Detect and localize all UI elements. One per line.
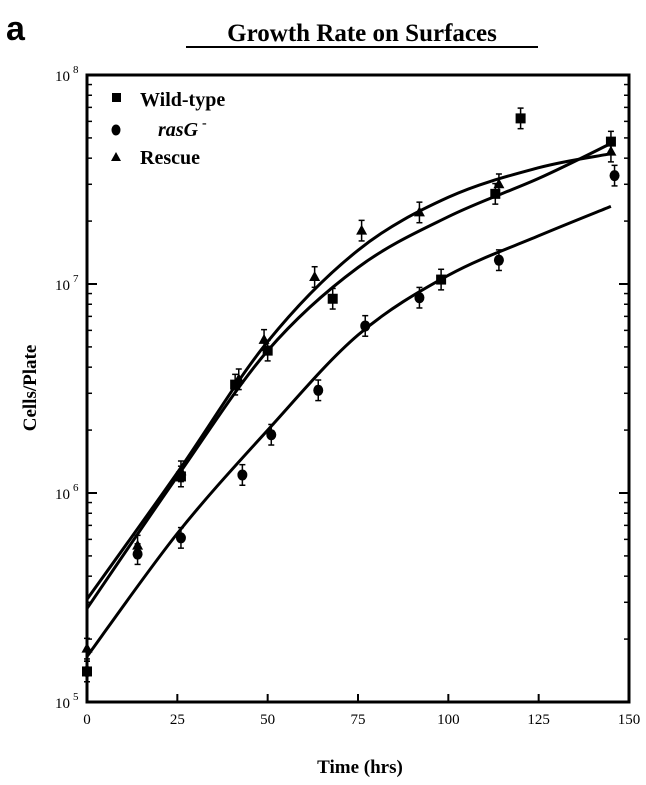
data-point-triangle bbox=[309, 271, 321, 282]
legend-marker-wild-type bbox=[112, 93, 121, 102]
x-tick-label: 50 bbox=[260, 712, 275, 728]
legend-label-wild-type: Wild-type bbox=[140, 89, 225, 111]
data-point-triangle bbox=[175, 465, 187, 476]
y-axis-label: Cells/Plate bbox=[20, 345, 41, 432]
fit-curves bbox=[85, 142, 612, 658]
data-point-square bbox=[490, 188, 501, 199]
data-point-square bbox=[230, 379, 241, 390]
legend-label-rescue: Rescue bbox=[140, 147, 200, 169]
data-point-square bbox=[436, 274, 447, 285]
x-tick-label: 150 bbox=[618, 712, 641, 728]
x-tick-label: 75 bbox=[351, 712, 366, 728]
data-point-triangle bbox=[493, 178, 505, 189]
y-tick-label: 10 bbox=[55, 278, 70, 294]
x-tick-label: 100 bbox=[437, 712, 460, 728]
chart-title: Growth Rate on Surfaces bbox=[227, 20, 497, 47]
legend-label-rasg-superscript: - bbox=[202, 116, 207, 131]
data-point-triangle bbox=[356, 224, 368, 235]
data-point-square bbox=[262, 345, 273, 356]
data-point-triangle bbox=[413, 206, 425, 217]
legend-label-rasg-name: rasG bbox=[158, 119, 199, 141]
x-tick-label: 0 bbox=[83, 712, 91, 728]
y-tick-label: 10 bbox=[55, 487, 70, 503]
legend: Wild-type rasG - Rescue bbox=[111, 89, 225, 169]
data-point-square bbox=[515, 113, 526, 124]
y-tick-exponent: 6 bbox=[73, 482, 79, 494]
data-point-circle bbox=[609, 170, 620, 182]
x-tick-label: 25 bbox=[170, 712, 185, 728]
y-tick-label: 10 bbox=[55, 696, 70, 712]
x-axis-label: Time (hrs) bbox=[317, 757, 403, 778]
panel-label: a bbox=[6, 10, 26, 48]
data-point-triangle bbox=[132, 539, 144, 550]
data-point-circle bbox=[237, 469, 248, 481]
data-point-circle bbox=[414, 292, 425, 304]
y-tick-exponent: 8 bbox=[73, 64, 79, 76]
fit-curve-circle bbox=[85, 205, 612, 658]
y-tick-label: 10 bbox=[55, 69, 70, 85]
data-point-square bbox=[327, 293, 338, 304]
data-point-circle bbox=[313, 384, 324, 396]
x-axis-ticks: 0 25 50 75 100 125 150 bbox=[83, 694, 640, 728]
data-point-circle bbox=[360, 320, 371, 332]
plot-frame bbox=[85, 73, 631, 704]
fit-curve-triangle bbox=[85, 152, 612, 601]
data-point-circle bbox=[493, 254, 504, 266]
y-tick-exponent: 5 bbox=[73, 691, 79, 703]
fit-curve-square bbox=[85, 142, 612, 610]
data-point-circle bbox=[266, 429, 277, 441]
data-point-triangle bbox=[81, 642, 93, 653]
x-tick-label: 125 bbox=[527, 712, 550, 728]
data-point-circle bbox=[175, 532, 186, 544]
legend-marker-rescue bbox=[111, 152, 121, 161]
data-points bbox=[81, 107, 620, 683]
legend-marker-rasg bbox=[111, 124, 121, 136]
y-tick-exponent: 7 bbox=[73, 273, 79, 285]
data-point-triangle bbox=[258, 333, 270, 344]
legend-label-rasg: rasG - bbox=[158, 116, 207, 141]
data-point-triangle bbox=[605, 145, 617, 156]
data-point-circle bbox=[82, 665, 92, 677]
data-point-triangle bbox=[233, 373, 245, 384]
